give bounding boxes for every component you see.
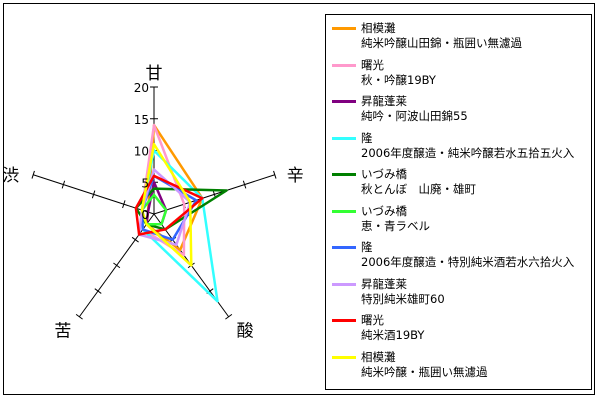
axis-tick <box>225 313 233 320</box>
tick-label: 10 <box>134 145 149 159</box>
series-polygon-9 <box>140 142 193 267</box>
axis-tick <box>75 313 83 320</box>
legend-item: 相模灘 純米吟醸・瓶囲い無濾過 <box>326 349 591 385</box>
legend-swatch <box>332 27 356 30</box>
tick-label: 15 <box>134 113 149 127</box>
axis-tick <box>91 190 96 199</box>
legend-product: 秋・吟醸19BY <box>361 72 436 87</box>
legend-swatch <box>332 355 356 359</box>
axis-tick <box>61 180 66 189</box>
legend-product: 純米吟醸山田錦・瓶囲い無濾過 <box>361 36 522 50</box>
legend-item: 曙光 秋・吟醸19BY <box>326 57 591 93</box>
legend-swatch <box>332 319 356 322</box>
legend-product: 恵・青ラベル <box>361 218 430 233</box>
axis-label-1: 辛 <box>287 166 304 186</box>
legend-product: 秋とんぼ 山廃・雄町 <box>361 182 476 196</box>
legend-brand: 相模灘 <box>361 349 396 364</box>
axis-tick <box>131 236 139 243</box>
axis-tick <box>94 288 102 294</box>
axis-label-3: 苦 <box>54 322 71 342</box>
legend-brand: 隆 <box>361 130 373 145</box>
legend-brand: 相模灘 <box>361 21 396 35</box>
legend-brand: 曙光 <box>361 57 384 72</box>
radar-series-layer <box>134 123 228 303</box>
tick-label: 5 <box>141 176 149 190</box>
legend-item: いづみ橋 恵・青ラベル <box>326 203 591 239</box>
legend-product: 特別純米雄町60 <box>361 291 445 306</box>
axis-label-4: 渋 <box>4 166 19 186</box>
legend-swatch <box>332 136 356 140</box>
legend-item: 曙光 純米酒19BY <box>326 312 591 348</box>
legend-product: 純吟・阿波山田錦55 <box>361 109 468 123</box>
chart-frame: 0 5 10 15 20 甘辛酸苦渋 相模灘 純米吟醸山田錦・瓶囲い無濾過 曙光 秋・吟醸19B… <box>3 3 595 395</box>
axis-label-2: 酸 <box>237 322 254 342</box>
legend-item: いづみ橋 秋とんぼ 山廃・雄町 <box>326 166 591 202</box>
axis-label-0: 甘 <box>146 64 163 84</box>
legend-swatch <box>332 100 356 103</box>
legend-item: 昇龍蓬莱 純吟・阿波山田錦55 <box>326 93 591 129</box>
legend-item: 隆 2006年度醸造・特別純米酒若水六拾火入 <box>326 239 591 275</box>
legend-item: 相模灘 純米吟醸山田錦・瓶囲い無濾過 <box>326 20 591 56</box>
legend-product: 純米酒19BY <box>361 328 425 342</box>
legend-brand: 昇龍蓬莱 <box>361 276 407 291</box>
tick-label: 20 <box>134 81 149 95</box>
legend-product: 2006年度醸造・純米吟醸若水五拾五火入 <box>361 145 575 160</box>
legend-product: 純米吟醸・瓶囲い無濾過 <box>361 364 488 379</box>
radar-axes <box>31 86 277 320</box>
axis-tick <box>122 200 126 209</box>
legend-brand: いづみ橋 <box>361 203 407 218</box>
axis-tick <box>31 170 35 179</box>
legend-swatch <box>332 63 356 67</box>
legend-product: 2006年度醸造・特別純米酒若水六拾火入 <box>361 255 575 269</box>
legend-item: 隆 2006年度醸造・純米吟醸若水五拾五火入 <box>326 130 591 166</box>
legend-swatch <box>332 173 356 176</box>
legend: 相模灘 純米吟醸山田錦・瓶囲い無濾過 曙光 秋・吟醸19BY 昇龍蓬莱 純吟・阿波山田錦5… <box>325 14 592 390</box>
legend-swatch <box>332 282 356 286</box>
axis-tick <box>242 180 247 189</box>
legend-brand: いづみ橋 <box>361 167 407 181</box>
tick-label: 0 <box>141 208 149 222</box>
axis-tick <box>273 170 277 179</box>
legend-brand: 昇龍蓬莱 <box>361 94 407 108</box>
legend-brand: 隆 <box>361 240 373 254</box>
legend-item: 昇龍蓬莱 特別純米雄町60 <box>326 276 591 312</box>
series-polygon-8 <box>134 174 204 236</box>
legend-brand: 曙光 <box>361 313 384 327</box>
legend-swatch <box>332 209 356 213</box>
legend-swatch <box>332 246 356 249</box>
axis-tick <box>113 262 121 269</box>
